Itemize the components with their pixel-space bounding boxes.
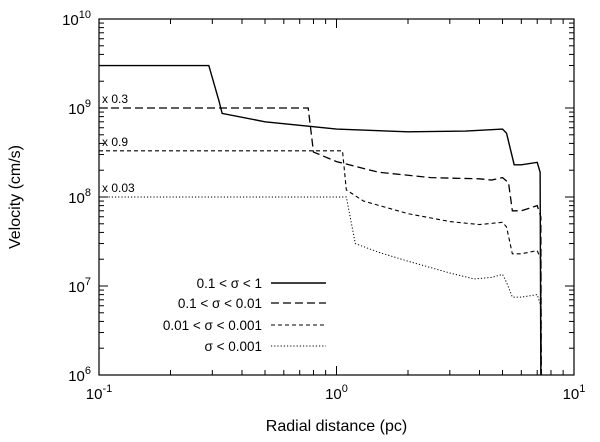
series-line — [99, 64, 542, 376]
legend-label: σ < 0.001 — [204, 339, 262, 354]
series-scale-label: x 0.9 — [102, 135, 128, 149]
y-tick-label: 107 — [68, 276, 91, 296]
y-axis-title: Velocity (cm/s) — [7, 145, 24, 249]
x-tick-label: 100 — [325, 383, 348, 403]
y-tick-label: 106 — [68, 365, 91, 385]
series-line — [99, 107, 542, 376]
y-tick-labels: 106 107 108 109 1010 — [62, 9, 91, 385]
series-line — [99, 150, 542, 376]
series-scale-labels: x 0.3 x 0.9 x 0.03 — [102, 92, 135, 195]
y-tick-label: 108 — [68, 187, 91, 207]
legend-label: 0.1 < σ < 0.01 — [178, 296, 262, 311]
x-axis-title: Radial distance (pc) — [266, 418, 407, 435]
series-scale-label: x 0.03 — [102, 181, 135, 195]
series-lines — [99, 64, 542, 376]
y-tick-label: 1010 — [62, 9, 91, 29]
legend-label: 0.1 < σ < 1 — [197, 276, 262, 291]
legend: 0.1 < σ < 1 0.1 < σ < 0.01 0.01 < σ < 0.00… — [163, 276, 326, 354]
legend-label: 0.01 < σ < 0.001 — [163, 318, 262, 333]
x-tick-labels: 10-1 100 101 — [86, 383, 586, 403]
x-tick-label: 101 — [563, 383, 586, 403]
series-line — [99, 196, 542, 376]
series-scale-label: x 0.3 — [102, 92, 128, 106]
x-tick-label: 10-1 — [86, 383, 112, 403]
y-tick-label: 109 — [68, 98, 91, 118]
tick-marks — [98, 19, 574, 376]
